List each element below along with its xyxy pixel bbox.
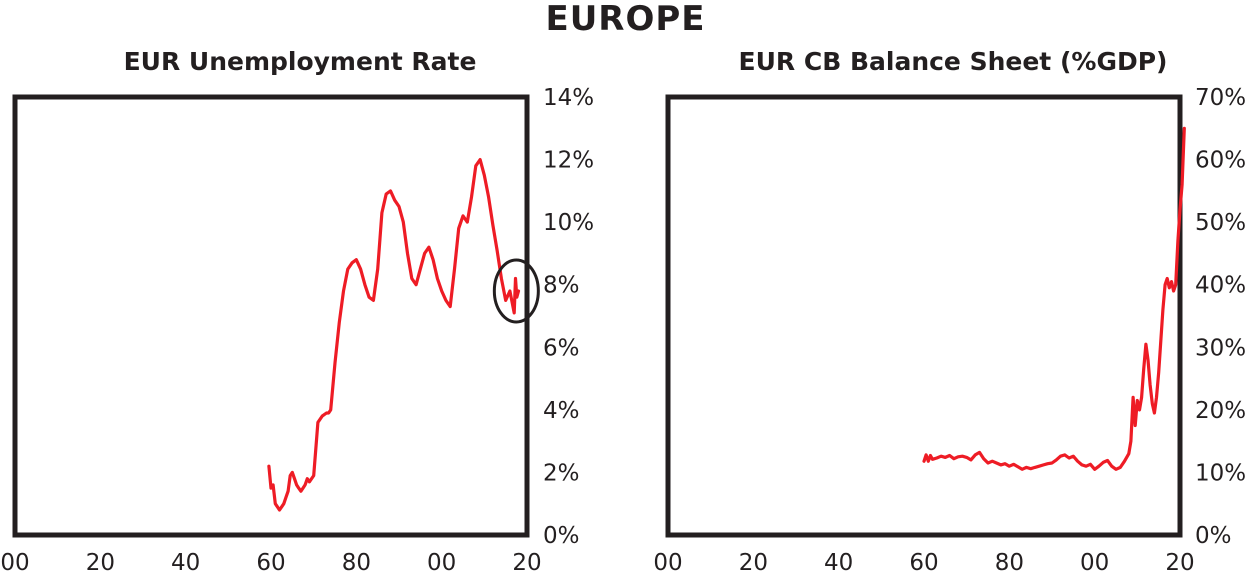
balance-sheet-y-tick-label: 60% [1195,148,1246,174]
unemployment-x-tick-label: 60 [256,550,285,572]
unemployment-x-tick-label: 00 [427,550,456,572]
balance-sheet-x-tick-label: 40 [824,550,853,572]
unemployment-y-tick-label: 14% [543,85,594,111]
balance-sheet-x-tick-label: 20 [739,550,768,572]
balance-sheet-x-tick-label: 80 [995,550,1024,572]
balance-sheet-y-tick-label: 30% [1195,335,1246,361]
balance-sheet-x-tick-label: 00 [653,550,682,572]
unemployment-plot-frame [12,94,530,538]
unemployment-x-tick-label: 00 [0,550,29,572]
unemployment-series-line [267,158,521,512]
page-title: EUROPE [545,0,706,39]
unemployment-x-tick-label: 20 [86,550,115,572]
balance-sheet-x-tick-label: 60 [909,550,938,572]
unemployment-x-tick-label: 40 [171,550,200,572]
chart-title-unemployment: EUR Unemployment Rate [123,47,477,76]
balance-sheet-series-line [922,126,1186,471]
balance-sheet-y-tick-label: 20% [1195,398,1246,424]
unemployment-annotation-circle [492,258,540,324]
balance-sheet-x-tick-label: 00 [1080,550,1109,572]
balance-sheet-x-tick-label: 20 [1165,550,1194,572]
unemployment-x-tick-label: 80 [342,550,371,572]
balance-sheet-y-tick-label: 10% [1195,460,1246,486]
balance-sheet-y-tick-label: 50% [1195,210,1246,236]
balance-sheet-y-tick-label: 0% [1195,523,1232,549]
unemployment-y-tick-label: 10% [543,210,594,236]
unemployment-y-tick-label: 2% [543,460,580,486]
unemployment-y-tick-label: 12% [543,148,594,174]
unemployment-x-tick-label: 20 [512,550,541,572]
balance-sheet-plot-frame [665,94,1183,538]
unemployment-y-tick-label: 8% [543,273,580,299]
balance-sheet-y-tick-label: 40% [1195,273,1246,299]
unemployment-y-tick-label: 6% [543,335,580,361]
unemployment-y-tick-label: 4% [543,398,580,424]
chart-title-balance-sheet: EUR CB Balance Sheet (%GDP) [738,47,1168,76]
balance-sheet-y-tick-label: 70% [1195,85,1246,111]
unemployment-y-tick-label: 0% [543,523,580,549]
